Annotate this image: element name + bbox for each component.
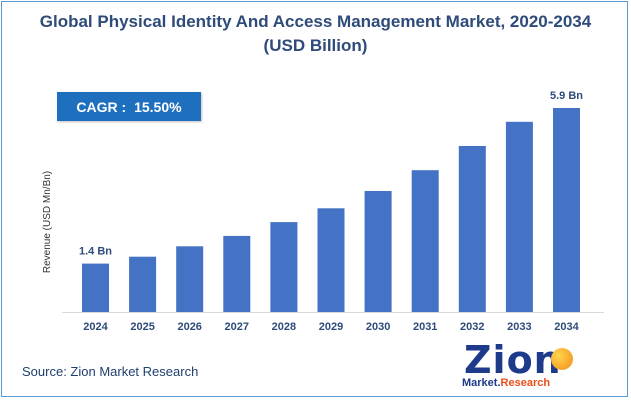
x-tick-2025: 2025: [130, 321, 154, 333]
bar-2032: [458, 146, 486, 312]
chart-title: Global Physical Identity And Access Mana…: [0, 10, 631, 58]
x-tick-2026: 2026: [177, 321, 201, 333]
x-tick-2029: 2029: [319, 321, 343, 333]
x-tick-2032: 2032: [460, 321, 484, 333]
data-label-2034: 5.9 Bn: [550, 90, 583, 102]
x-tick-2033: 2033: [507, 321, 531, 333]
bar-2029: [317, 208, 345, 312]
bar-2034: [553, 108, 580, 312]
y-axis-label: Revenue (USD Mn/Bn): [42, 171, 53, 273]
x-tick-2027: 2027: [225, 321, 249, 333]
logo-main-text: Zion: [464, 338, 562, 382]
title-line-1: Global Physical Identity And Access Mana…: [39, 12, 592, 31]
cagr-badge: CAGR : 15.50%: [57, 92, 201, 121]
x-tick-2028: 2028: [272, 321, 296, 333]
logo-dot-icon: [551, 348, 573, 370]
zion-logo: Zion Market.Research: [458, 338, 584, 392]
bar-2026: [176, 246, 204, 312]
logo-subtitle: Market.Research: [462, 377, 550, 389]
x-tick-2030: 2030: [366, 321, 390, 333]
title-line-2: (USD Billion): [263, 36, 368, 55]
cagr-value: 15.50%: [134, 98, 182, 115]
x-tick-2034: 2034: [554, 321, 579, 333]
logo-sub-left: Market.: [462, 377, 501, 389]
bar-2033: [505, 121, 533, 312]
cagr-label: CAGR :: [76, 98, 131, 115]
x-tick-2031: 2031: [413, 321, 437, 333]
source-text: Source: Zion Market Research: [22, 364, 199, 379]
bar-2024: [82, 263, 109, 312]
bar-2031: [411, 170, 439, 312]
bar-2025: [129, 256, 157, 312]
data-label-2024: 1.4 Bn: [79, 246, 112, 258]
bar-2028: [270, 222, 298, 312]
logo-sub-right: Research: [500, 377, 551, 389]
bar-2030: [364, 191, 392, 312]
x-tick-2024: 2024: [83, 321, 108, 333]
bar-2027: [223, 235, 251, 312]
